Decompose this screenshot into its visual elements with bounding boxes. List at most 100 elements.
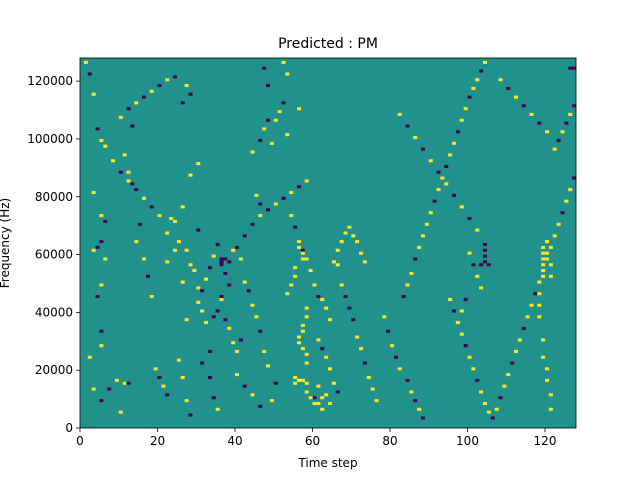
heatmap-cell [211, 315, 216, 319]
heatmap-cell [180, 205, 185, 209]
heatmap-cell [304, 179, 309, 183]
heatmap-cell [362, 260, 367, 264]
heatmap-cell [355, 335, 360, 339]
heatmap-cell [188, 413, 193, 417]
heatmap-cell [273, 202, 278, 206]
heatmap-cell [568, 112, 573, 116]
heatmap-cell [262, 349, 267, 353]
heatmap-cell [250, 222, 255, 226]
heatmap-cell [188, 92, 193, 96]
heatmap-cell [258, 329, 263, 333]
heatmap-cell [316, 384, 321, 388]
heatmap-cell [184, 399, 189, 403]
heatmap-cell [475, 274, 480, 278]
heatmap-cell [196, 228, 201, 232]
heatmap-cell [308, 269, 313, 273]
heatmap-cell [188, 263, 193, 267]
heatmap-cell [362, 361, 367, 365]
heatmap-cell [382, 315, 387, 319]
y-axis-ticks: 0 20000 40000 60000 80000 100000 120000 [27, 74, 80, 435]
heatmap-cell [436, 170, 441, 174]
heatmap-cell [366, 375, 371, 380]
heatmap-cell [258, 138, 263, 142]
heatmap-cell [339, 283, 344, 287]
heatmap-cell [91, 248, 96, 252]
heatmap-cell [483, 243, 488, 247]
heatmap-cell [548, 393, 553, 397]
heatmap-cell [83, 60, 88, 64]
heatmap-cell [444, 182, 449, 186]
heatmap-cell [153, 367, 158, 371]
heatmap-cell [483, 248, 488, 252]
heatmap-cell [304, 390, 309, 394]
heatmap-cell [300, 251, 305, 255]
heatmap-cell [421, 147, 426, 151]
heatmap-cell [359, 251, 364, 255]
heatmap-cell [300, 257, 305, 261]
heatmap-cell [250, 303, 255, 307]
heatmap-cell [541, 338, 546, 342]
heatmap-cell [173, 219, 178, 223]
heatmap-cell [537, 315, 542, 319]
heatmap-cell [289, 214, 294, 218]
heatmap-cell [277, 110, 282, 114]
heatmap-cell [223, 271, 228, 275]
heatmap-cell [103, 257, 108, 261]
heatmap-cell [335, 390, 340, 394]
heatmap-cell [304, 315, 309, 319]
heatmap-cell [258, 214, 263, 218]
heatmap-cell [343, 295, 348, 299]
heatmap-cell [300, 329, 305, 333]
heatmap-cell [219, 260, 224, 264]
heatmap-cell [390, 344, 395, 348]
heatmap-cell [413, 399, 418, 403]
heatmap-cell [467, 355, 472, 359]
heatmap-cell [479, 263, 484, 267]
heatmap-cell [347, 225, 352, 229]
heatmap-cell [204, 277, 209, 281]
heatmap-cell [99, 344, 104, 348]
heatmap-cell [192, 269, 197, 273]
heatmap-cell [126, 107, 131, 111]
heatmap-cell [556, 222, 561, 226]
plot-frame [79, 57, 577, 429]
heatmap-cell [107, 387, 112, 391]
heatmap-cell [266, 208, 271, 212]
heatmap-cell [568, 188, 573, 192]
heatmap-cell [227, 260, 232, 264]
heatmap-cell [541, 355, 546, 359]
heatmap-cell [87, 72, 92, 76]
heatmap-cell [99, 399, 104, 403]
heatmap-cell [266, 118, 271, 122]
heatmap-cell [475, 78, 480, 82]
heatmap-cell [114, 378, 119, 382]
heatmap-cell [541, 269, 546, 273]
heatmap-cell [560, 211, 565, 215]
heatmap-cell [335, 248, 340, 252]
x-tick-label: 120 [534, 434, 557, 448]
heatmap-cell [304, 361, 309, 365]
heatmap-cell [204, 321, 209, 325]
heatmap-cell [262, 66, 267, 70]
heatmap-cell [235, 349, 240, 353]
heatmap-cell [103, 219, 108, 223]
heatmap-cell [405, 124, 410, 128]
heatmap-cell [417, 245, 422, 249]
heatmap-cell [572, 66, 577, 70]
heatmap-cell [258, 404, 263, 408]
heatmap-cell [297, 341, 302, 345]
heatmap-cell [157, 84, 162, 88]
heatmap-cell [452, 141, 457, 145]
heatmap-cell [316, 295, 321, 299]
heatmap-cell [297, 107, 302, 111]
heatmap-cell [545, 130, 550, 134]
heatmap-cell [459, 309, 464, 313]
heatmap-cell [560, 130, 565, 134]
x-tick-label: 20 [150, 434, 165, 448]
heatmap-cell [537, 121, 542, 125]
heatmap-cell [564, 199, 569, 203]
y-axis-label: Frequency (Hz) [0, 198, 12, 289]
heatmap-cell [521, 326, 526, 330]
heatmap-cell [424, 222, 429, 226]
